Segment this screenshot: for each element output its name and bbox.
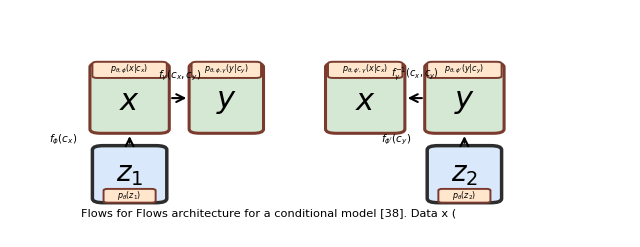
Text: $f_{\gamma}(c_x,c_y)$: $f_{\gamma}(c_x,c_y)$ xyxy=(157,68,201,83)
Text: $p_{\theta,\phi}(x|c_x)$: $p_{\theta,\phi}(x|c_x)$ xyxy=(111,63,148,76)
Text: Flows for Flows architecture for a conditional model [38]. Data x (: Flows for Flows architecture for a condi… xyxy=(81,208,457,218)
FancyBboxPatch shape xyxy=(425,63,504,133)
Text: $f_{\phi}(c_x)$: $f_{\phi}(c_x)$ xyxy=(49,132,77,147)
Text: $p_{\theta,\phi'}(y|c_y)$: $p_{\theta,\phi'}(y|c_y)$ xyxy=(444,63,484,76)
Text: $z_2$: $z_2$ xyxy=(451,160,478,188)
Text: $f^{-1}_{\gamma}(c_x,c_y)$: $f^{-1}_{\gamma}(c_x,c_y)$ xyxy=(391,65,438,83)
FancyBboxPatch shape xyxy=(90,63,169,133)
Text: $z_1$: $z_1$ xyxy=(116,160,143,188)
FancyBboxPatch shape xyxy=(438,189,490,203)
Text: $f_{\phi'}(c_y)$: $f_{\phi'}(c_y)$ xyxy=(381,132,411,147)
Text: $p_{\theta,\phi,\gamma}(y|c_y)$: $p_{\theta,\phi,\gamma}(y|c_y)$ xyxy=(204,63,248,76)
FancyBboxPatch shape xyxy=(191,62,261,78)
FancyBboxPatch shape xyxy=(428,62,502,78)
Text: $x$: $x$ xyxy=(119,87,140,116)
Text: $y$: $y$ xyxy=(454,87,475,116)
Text: $p_{\theta}(z_2)$: $p_{\theta}(z_2)$ xyxy=(452,189,477,202)
Text: $p_{\theta,\phi',\gamma}(x|c_x)$: $p_{\theta,\phi',\gamma}(x|c_x)$ xyxy=(342,63,388,76)
FancyBboxPatch shape xyxy=(326,63,405,133)
Text: $x$: $x$ xyxy=(355,87,376,116)
Text: $p_{\theta}(z_1)$: $p_{\theta}(z_1)$ xyxy=(118,189,141,202)
FancyBboxPatch shape xyxy=(92,62,167,78)
Text: $y$: $y$ xyxy=(216,87,237,116)
FancyBboxPatch shape xyxy=(92,146,167,203)
FancyBboxPatch shape xyxy=(428,146,502,203)
FancyBboxPatch shape xyxy=(189,63,264,133)
FancyBboxPatch shape xyxy=(104,189,156,203)
FancyBboxPatch shape xyxy=(328,62,403,78)
